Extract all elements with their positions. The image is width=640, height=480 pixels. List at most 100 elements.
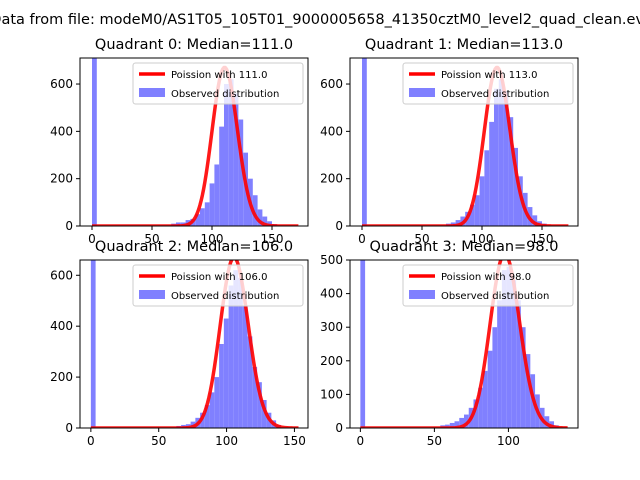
x-tick-label: 0	[87, 434, 95, 448]
x-tick-label: 0	[358, 232, 366, 246]
histogram-bar	[487, 350, 493, 428]
y-tick-label: 200	[50, 172, 73, 186]
histogram-bar	[204, 202, 210, 226]
histogram-bar	[214, 377, 220, 428]
histogram-bar	[498, 79, 504, 226]
legend: Poission with 98.0 Observed distribution	[402, 264, 574, 307]
subplot-quadrant-3: 0 50 100 0 100 200 300 400 500 Quadrant 3: Median…	[320, 239, 579, 448]
y-tick-label: 0	[335, 421, 343, 435]
histogram-bar	[455, 220, 461, 226]
histogram-bar	[257, 382, 262, 428]
x-tick-label: 0	[357, 434, 365, 448]
poisson-curve	[91, 65, 299, 226]
histogram-bar	[195, 214, 200, 226]
x-tick-label: 150	[283, 434, 306, 448]
histogram-bar	[506, 266, 512, 428]
histogram-bar	[223, 318, 229, 428]
histogram-bar	[516, 300, 521, 428]
x-tick-label: 50	[427, 434, 442, 448]
histogram-bar	[470, 204, 475, 226]
plot-area	[91, 58, 299, 226]
histogram-bar	[228, 285, 234, 428]
x-tick-label: 100	[497, 434, 520, 448]
y-tick-label: 0	[335, 219, 343, 233]
legend-label-observed: Observed distribution	[441, 291, 549, 302]
y-tick-label: 200	[320, 172, 343, 186]
y-tick-label: 600	[320, 77, 343, 91]
histogram-bar	[503, 91, 509, 226]
histogram-bar	[479, 176, 485, 226]
histogram-bar	[247, 336, 253, 428]
histogram-bar	[484, 150, 490, 226]
legend-frame	[132, 264, 304, 307]
histogram-bar	[267, 221, 272, 226]
legend-frame	[402, 264, 574, 307]
subplot-title: Quadrant 0: Median=111.0	[95, 37, 293, 53]
x-tick-label: 100	[201, 232, 224, 246]
y-tick-label: 400	[320, 124, 343, 138]
subplot-quadrant-1: 0 50 100 150 0 200 400 600 Quadrant 1: Median=11…	[320, 37, 579, 246]
y-tick-label: 500	[320, 253, 343, 267]
subplot-title: Quadrant 2: Median=106.0	[95, 239, 293, 255]
poisson-curve	[90, 260, 299, 428]
histogram-bar	[200, 208, 205, 226]
histogram-bar	[525, 354, 531, 428]
histogram-bar	[257, 209, 263, 226]
histogram-bar	[454, 421, 460, 428]
histogram-bar	[513, 147, 518, 226]
y-tick-label: 0	[65, 219, 73, 233]
histogram-bar	[204, 405, 210, 428]
histogram-bar	[219, 344, 224, 428]
x-tick-label: 150	[531, 232, 554, 246]
histogram-bar	[242, 305, 248, 428]
histogram-bar	[261, 400, 267, 428]
subplot-quadrant-2: 0 50 100 150 0 200 400 600 Quadrant 2: Median=10…	[50, 239, 309, 448]
histogram-bar	[478, 387, 483, 428]
legend-frame	[132, 62, 304, 105]
histogram-bar	[489, 121, 494, 226]
y-tick-label: 200	[50, 370, 73, 384]
histogram-bar	[262, 216, 268, 226]
y-tick-label: 600	[50, 268, 73, 282]
histogram-bar	[474, 195, 480, 226]
legend-label-poisson: Poission with 111.0	[171, 70, 267, 81]
subplot-quadrant-0: 0 50 100 150 0 200 400 600 Quadrant 0: Median=11…	[50, 37, 309, 246]
histogram-bar	[511, 280, 517, 428]
histogram-bar-zero-spike	[362, 58, 367, 226]
x-tick-label: 50	[151, 434, 166, 448]
histogram-bar	[252, 366, 258, 428]
subplot-title: Quadrant 1: Median=113.0	[365, 37, 563, 53]
histogram-bar	[238, 277, 243, 428]
legend: Poission with 113.0 Observed distribution	[402, 62, 574, 105]
histogram-bar	[238, 119, 244, 226]
plot-area	[360, 260, 568, 428]
x-tick-label: 100	[471, 232, 494, 246]
legend-patch-swatch	[409, 88, 435, 97]
histogram-bar	[508, 117, 514, 226]
histogram-bar-zero-spike	[360, 260, 366, 428]
x-tick-label: 100	[215, 434, 238, 448]
figure-title: Data from file: modeM0/AS1T05_105T01_900…	[0, 12, 640, 28]
histogram-bar	[492, 327, 498, 428]
legend-label-observed: Observed distribution	[441, 89, 549, 100]
y-tick-label: 400	[320, 287, 343, 301]
axes-frame	[79, 57, 309, 227]
histogram-bar	[214, 164, 220, 226]
y-tick-label: 400	[50, 319, 73, 333]
x-tick-label: 0	[88, 232, 96, 246]
legend-patch-swatch	[139, 88, 165, 97]
histogram-bar	[459, 417, 464, 428]
subplot-title: Quadrant 3: Median=98.0	[370, 239, 559, 255]
x-tick-label: 150	[261, 232, 284, 246]
histogram-bar	[219, 126, 224, 226]
legend-label-poisson: Poission with 98.0	[441, 272, 531, 283]
histogram-bar	[482, 370, 488, 428]
legend-label-poisson: Poission with 113.0	[441, 70, 537, 81]
histogram-bar	[233, 93, 239, 226]
legend-frame	[402, 62, 574, 105]
poisson-curve	[361, 65, 569, 226]
y-tick-label: 200	[320, 354, 343, 368]
y-tick-label: 300	[320, 320, 343, 334]
legend-patch-swatch	[139, 290, 165, 299]
